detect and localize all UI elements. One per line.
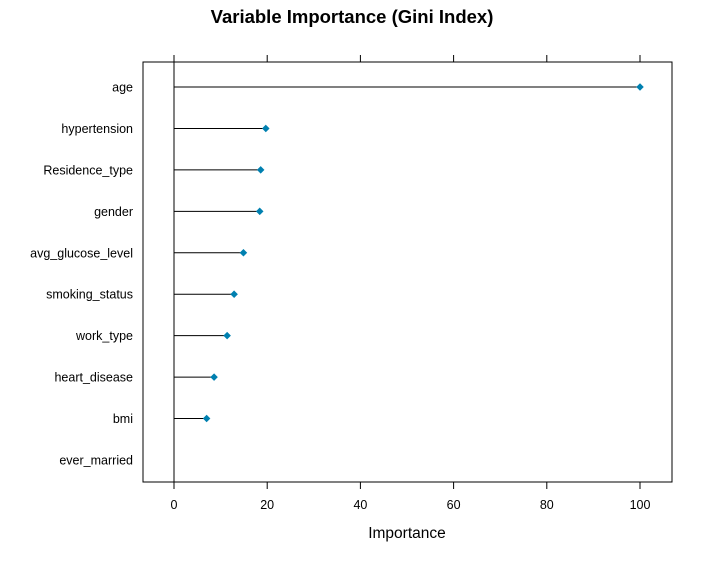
data-point (202, 414, 211, 423)
data-point (223, 331, 231, 340)
category-label: bmi (113, 412, 133, 426)
category-label: work_type (75, 329, 133, 343)
data-point (255, 207, 264, 216)
category-label: ever_married (59, 453, 133, 467)
category-label: avg_glucose_level (30, 246, 133, 260)
data-point (256, 166, 265, 174)
data-point (636, 83, 644, 91)
x-tick-label: 60 (447, 498, 461, 512)
x-tick-label: 0 (171, 498, 178, 512)
category-label: heart_disease (54, 371, 133, 385)
category-label: hypertension (61, 122, 133, 136)
data-point (239, 248, 248, 257)
category-label: Residence_type (43, 163, 133, 177)
x-tick-label: 80 (540, 498, 554, 512)
data-point (262, 124, 270, 133)
x-axis: 0 20 40 60 80 100 (171, 482, 651, 512)
top-axis-ticks (173, 55, 641, 62)
x-axis-title: Importance (368, 525, 446, 542)
category-label: smoking_status (46, 288, 133, 302)
chart-title: Variable Importance (Gini Index) (211, 6, 494, 27)
stem-lines (174, 86, 640, 420)
x-tick-label: 100 (630, 498, 651, 512)
plot-frame (142, 61, 673, 483)
x-tick-label: 40 (353, 498, 367, 512)
data-points (202, 83, 644, 423)
data-point (230, 290, 238, 298)
x-tick-label: 20 (260, 498, 274, 512)
data-point (210, 373, 218, 381)
category-label: age (112, 81, 133, 95)
category-label: gender (94, 205, 133, 219)
